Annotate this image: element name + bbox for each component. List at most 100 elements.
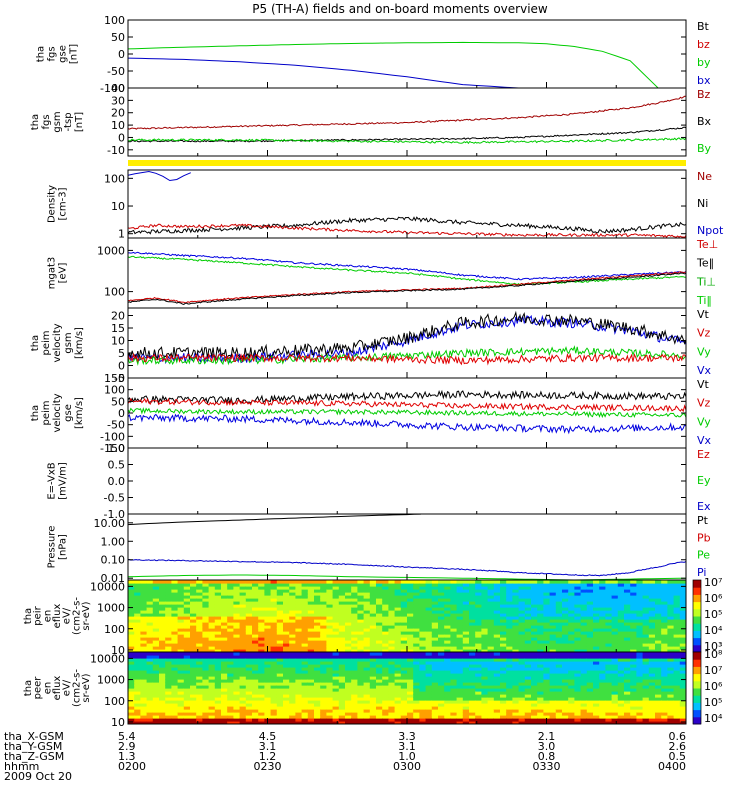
footer-row-label: tha_X-GSM [4,730,64,743]
panel-pressure: Pt Pb Pe Pi 10.00 1.00 0.10 0.01 Pressure [nPa] [47,513,711,585]
footer-value: 2.6 [669,740,687,753]
panel-density: Ne Ni Npot 100 10 1 Density [cm-3] [47,169,724,241]
y-axis-label: Pressure [47,526,58,569]
legend-entry: Pt [697,514,709,527]
footer-value: 0.6 [669,730,687,743]
y-tick-label: 5 [118,347,125,360]
legend-entry: Vy [697,415,711,428]
y-axis-label: velocity [52,393,63,432]
temperature-yticks: 1000 100 [97,244,687,308]
colorbar-tick-label: 10⁸ [704,648,723,661]
efield-legend: Ez Ey Ex [697,448,711,513]
colorbar-tick-label: 10⁷ [704,664,722,677]
density-legend: Ne Ni Npot [697,170,724,237]
y-axis-label: eV/ [62,679,73,696]
legend-entry: Ne [697,170,712,183]
y-tick-label: 0.0 [108,475,126,488]
legend-entry: Vy [697,345,711,358]
y-tick-label: -100 [100,430,125,443]
y-tick-label: 30 [111,94,125,107]
y-axis-label: [cm-3] [58,187,69,220]
legend-entry: Vx [697,364,712,377]
y-tick-label: -5 [114,372,125,385]
series-velocity_gse-1 [128,397,686,413]
panel-fgs_gse: Bt bz by bx 100 50 0 -50 -100 tha fgs gse [nT] [36,14,711,95]
y-tick-label: -1.0 [104,508,125,521]
y-tick-label: 1000 [97,244,125,257]
y-axis-label: eflux [52,604,63,629]
colorbar-tick-label: 10³ [704,640,722,653]
ion_spectrogram-yticks: 10000 1000 100 10 [90,580,687,657]
panel-temperature: Te⊥ Te‖ Ti⊥ Ti‖ 1000 100 mgat3 [eV] [47,237,718,309]
temperature-legend: Te⊥ Te‖ Ti⊥ Ti‖ [696,238,718,307]
y-tick-label: -50 [107,419,125,432]
pressure-yticks: 10.00 1.00 0.10 0.01 [94,517,687,585]
y-tick-label: 100 [104,286,125,299]
legend-entry: Npot [697,224,724,237]
series-temperature-1 [128,255,686,286]
footer-value: 0.8 [538,750,556,763]
fgs_gse-legend: Bt bz by bx [697,20,711,87]
series-velocity_gse-0 [128,389,686,406]
y-tick-label: 100 [104,14,125,27]
y-axis-label: [eV] [58,263,69,284]
footer-value: 0200 [118,760,146,773]
y-tick-label: 50 [111,395,125,408]
panel-ion_spectrogram: 10⁷ 10⁶ 10⁵ 10⁴ 10³ 10000 1000 100 10 thapeirenef… [23,576,723,657]
y-axis-label: en [42,682,53,695]
series-temperature-3 [128,272,686,306]
footer-value: 2.1 [538,730,556,743]
y-axis-label: (cm2-s- [71,597,82,635]
legend-entry: Vt [697,378,710,391]
y-tick-label: 0.5 [108,459,126,472]
colorbar-tick-label: 10⁵ [704,608,722,621]
colorbar-tick-label: 10⁵ [704,696,722,709]
legend-entry: Pe [697,549,710,562]
ion_spectrogram-colorbar: 10⁷ 10⁶ 10⁵ 10⁴ 10³ [692,576,723,653]
pressure-series [128,514,686,580]
y-tick-label: 100 [104,384,125,397]
colorbar-tick-label: 10⁶ [704,592,723,605]
y-axis-label: eV/ [62,607,73,624]
y-tick-label: 10 [111,200,125,213]
series-pressure-0 [128,514,421,526]
electron_spectrogram-yticks: 10000 1000 100 10 [90,652,687,729]
y-tick-label: 10 [111,335,125,348]
velocity_gsm-legend: Vt Vz Vy Vx [697,308,712,377]
footer-row-label: tha_Y-GSM [4,740,62,753]
series-fgs_gsm-1 [128,126,686,143]
series-density-0 [128,216,686,235]
colorbar-tick-label: 10⁴ [704,712,723,725]
y-axis-label: [nT] [69,44,80,64]
legend-entry: Bx [697,115,712,128]
footer-value: 1.3 [118,750,136,763]
y-tick-label: -150 [100,442,125,455]
y-axis-label: (cm2-s- [71,669,82,707]
series-velocity_gsm-1 [128,310,686,361]
y-axis-label: tha [30,335,41,351]
footer-row-label: hhmm [4,760,39,773]
panel-efield: Ez Ey Ex 1.0 0.5 0.0 -0.5 -1.0 E=-VxB [mV/m] [47,442,711,521]
y-axis-label: gse [58,45,69,63]
y-tick-label: 1 [118,228,125,241]
chart-title: P5 (TH-A) fields and on-board moments ov… [252,2,548,16]
y-tick-label: 50 [111,31,125,44]
series-density-2 [128,170,191,182]
legend-entry: Bt [697,20,710,33]
legend-entry: Ex [697,500,711,513]
y-axis-label: Density [47,185,58,223]
series-temperature-0 [128,251,686,281]
footer-value: 3.1 [259,740,277,753]
velocity_gsm-frame [127,307,687,379]
y-tick-label: 10 [111,716,125,729]
y-tick-label: 20 [111,107,125,120]
y-tick-label: 10.00 [94,517,126,530]
legend-entry: Vx [697,434,712,447]
footer-value: 4.5 [259,730,277,743]
y-tick-label: 10000 [90,580,125,593]
legend-entry: Vt [697,308,710,321]
